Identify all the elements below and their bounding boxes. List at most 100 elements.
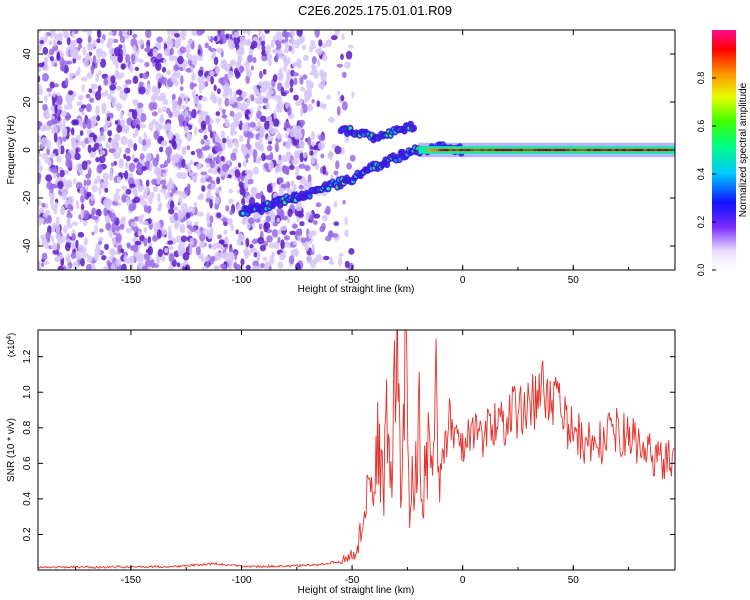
y-tick-label: -40 (22, 238, 33, 253)
noise-blob (213, 36, 218, 42)
noise-blob (162, 172, 168, 178)
noise-blob (138, 194, 145, 205)
noise-blob (90, 64, 95, 72)
noise-blob (53, 208, 58, 215)
noise-blob (221, 217, 228, 223)
noise-blob (163, 188, 167, 196)
noise-blob (293, 94, 299, 101)
noise-blob (286, 181, 291, 189)
noise-blob (284, 155, 291, 162)
noise-blob (284, 41, 289, 51)
noise-blob (92, 39, 97, 48)
noise-blob (160, 179, 167, 186)
noise-blob (306, 82, 313, 91)
noise-blob (252, 85, 258, 92)
noise-blob (72, 261, 80, 270)
noise-blob (147, 236, 152, 244)
noise-blob (90, 193, 95, 201)
y-tick-label: 0 (22, 147, 33, 153)
noise-blob (56, 172, 60, 178)
noise-blob (298, 184, 304, 190)
noise-blob (121, 263, 127, 270)
noise-blob (211, 95, 218, 103)
snr-series-line (38, 330, 675, 569)
noise-blob (57, 114, 61, 122)
noise-blob (38, 153, 42, 158)
chart-title: C2E6.2025.175.01.01.R09 (298, 3, 452, 18)
noise-blob (110, 89, 116, 95)
noise-blob (145, 152, 152, 162)
noise-blob (288, 164, 295, 170)
noise-blob (209, 159, 216, 169)
noise-blob (224, 119, 230, 128)
noise-blob (179, 223, 186, 234)
noise-blob (209, 215, 214, 224)
noise-blob (38, 62, 45, 68)
noise-blob (262, 97, 269, 104)
noise-blob (276, 207, 283, 216)
noise-blob (137, 185, 143, 193)
noise-blob (67, 90, 74, 96)
snr-scale-prefix: (x10 (6, 340, 16, 358)
noise-blob (189, 81, 195, 90)
noise-blob (82, 253, 89, 258)
noise-blob (271, 229, 279, 238)
noise-blob (253, 252, 258, 258)
snr-scale-label: (x104) (6, 333, 17, 357)
noise-blob (66, 223, 73, 229)
noise-blob (311, 243, 315, 253)
noise-blob (177, 243, 181, 253)
noise-blob (132, 98, 139, 106)
noise-blob (38, 217, 42, 226)
noise-blob (242, 30, 247, 35)
noise-blob (253, 90, 259, 95)
noise-blob (71, 221, 79, 227)
noise-blob (82, 210, 90, 220)
noise-blob (223, 237, 229, 245)
noise-blob (99, 150, 106, 155)
noise-blob (107, 37, 115, 45)
noise-blob (288, 45, 293, 52)
noise-blob (184, 94, 189, 105)
noise-blob (105, 222, 112, 231)
y-tick-label: 0.8 (22, 420, 33, 434)
snr-y-axis-label: SNR (10 * v/v) (6, 418, 17, 482)
noise-blob (140, 123, 146, 129)
noise-blob (341, 33, 345, 41)
noise-blob (109, 112, 114, 119)
noise-blob (242, 160, 247, 168)
noise-blob (113, 192, 121, 203)
noise-blob (209, 226, 214, 236)
noise-blob (295, 228, 302, 236)
noise-blob (89, 97, 95, 103)
noise-blob (125, 196, 130, 202)
noise-blob (173, 206, 179, 212)
noise-blob (176, 71, 181, 79)
noise-blob (43, 260, 50, 265)
noise-blob (81, 160, 88, 171)
noise-blob (121, 185, 128, 191)
noise-blob (222, 60, 228, 70)
noise-blob (155, 153, 160, 163)
noise-blob (134, 178, 140, 188)
noise-blob (196, 149, 203, 159)
noise-blob (256, 110, 262, 119)
noise-blob (38, 96, 41, 101)
noise-blob (311, 63, 315, 71)
noise-blob (132, 243, 139, 253)
noise-blob (305, 91, 313, 98)
noise-blob (95, 58, 102, 64)
noise-blob (309, 214, 314, 221)
noise-blob (46, 87, 53, 93)
noise-blob (277, 32, 283, 42)
noise-blob (253, 157, 257, 163)
noise-blob (321, 214, 328, 222)
noise-blob (57, 104, 62, 111)
noise-blob (134, 66, 140, 72)
noise-blob (286, 127, 291, 133)
noise-blob (106, 43, 111, 49)
noise-blob (131, 153, 135, 160)
noise-blob (342, 199, 346, 205)
noise-blob (151, 111, 158, 117)
noise-blob (51, 125, 59, 136)
